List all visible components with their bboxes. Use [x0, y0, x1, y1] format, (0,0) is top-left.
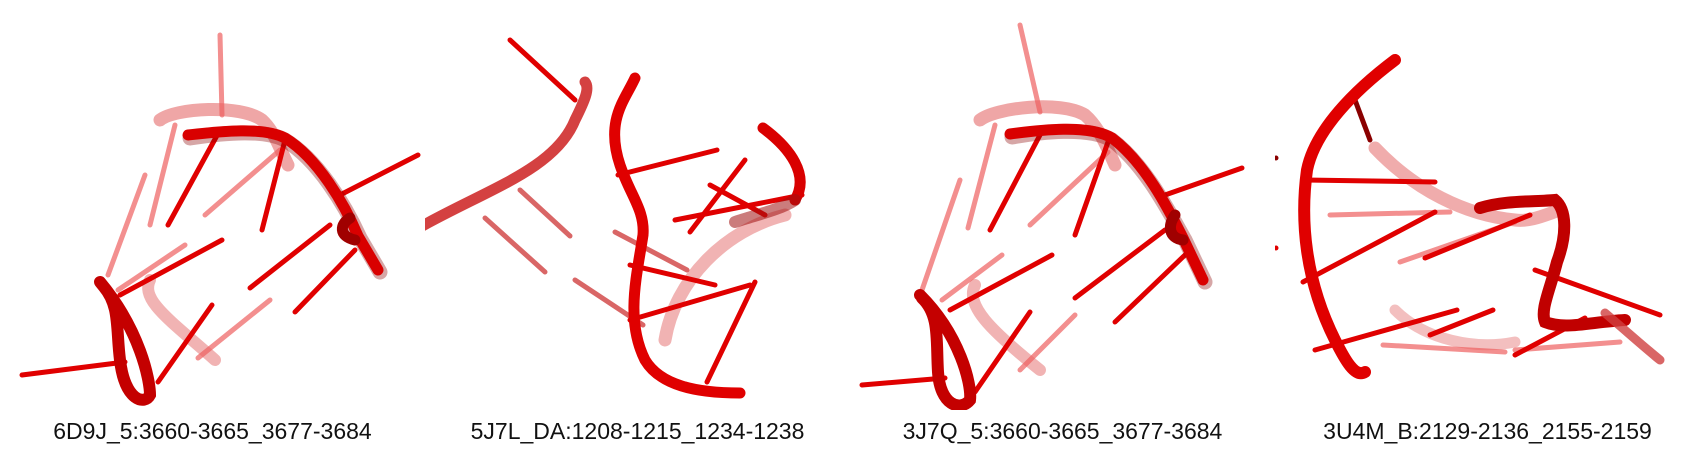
- structure-label-2: 5J7L_DA:1208-1215_1234-1238: [470, 418, 805, 444]
- structure-label-1: 6D9J_5:3660-3665_3677-3684: [53, 418, 372, 444]
- structure-panel-1: 6D9J_5:3660-3665_3677-3684: [0, 0, 425, 460]
- structure-panel-3: 3J7Q_5:3660-3665_3677-3684: [850, 0, 1275, 460]
- structure-panel-2: 5J7L_DA:1208-1215_1234-1238: [425, 0, 850, 460]
- rna-structure-image-1: [19, 32, 421, 406]
- rna-structure-image-2: [425, 37, 806, 399]
- rna-structure-image-4: [1275, 54, 1665, 380]
- rna-structure-image-3: [859, 22, 1245, 410]
- structure-label-3: 3J7Q_5:3660-3665_3677-3684: [902, 418, 1223, 444]
- structure-panel-4: 3U4M_B:2129-2136_2155-2159: [1275, 0, 1700, 460]
- structure-label-4: 3U4M_B:2129-2136_2155-2159: [1323, 418, 1652, 444]
